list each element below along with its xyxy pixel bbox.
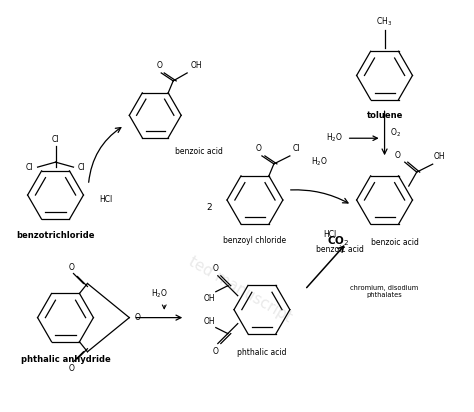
Text: benzotrichloride: benzotrichloride xyxy=(16,231,95,240)
Text: O: O xyxy=(69,364,74,373)
Text: phthalic acid: phthalic acid xyxy=(237,347,287,356)
Text: toluene: toluene xyxy=(366,111,403,120)
Text: 2: 2 xyxy=(206,204,212,213)
Text: H$_2$O: H$_2$O xyxy=(326,132,343,145)
Text: O: O xyxy=(213,346,219,356)
Text: CH$_3$: CH$_3$ xyxy=(376,15,392,28)
Text: O$_2$: O$_2$ xyxy=(390,127,401,140)
Text: Cl: Cl xyxy=(78,163,85,172)
Text: Cl: Cl xyxy=(293,144,301,153)
Text: O: O xyxy=(395,151,401,160)
Text: O: O xyxy=(156,61,162,70)
Text: O: O xyxy=(69,262,74,272)
Text: OH: OH xyxy=(434,152,445,161)
Text: ted manuscript: ted manuscript xyxy=(186,254,294,325)
Text: Cl: Cl xyxy=(26,163,33,172)
Text: HCl: HCl xyxy=(323,230,337,239)
Text: H$_2$O: H$_2$O xyxy=(151,287,168,300)
Text: benzoic acid: benzoic acid xyxy=(316,245,364,254)
Text: chromium, disodium
phthalates: chromium, disodium phthalates xyxy=(350,285,419,298)
Text: benzoic acid: benzoic acid xyxy=(371,238,419,247)
Text: Cl: Cl xyxy=(52,135,59,144)
Text: OH: OH xyxy=(203,294,215,303)
Text: CO$_2$: CO$_2$ xyxy=(327,234,349,248)
Text: O: O xyxy=(213,264,219,273)
Text: OH: OH xyxy=(203,316,215,325)
Text: O: O xyxy=(256,144,262,153)
Text: H$_2$O: H$_2$O xyxy=(311,156,328,168)
Text: phthalic anhydride: phthalic anhydride xyxy=(21,356,110,365)
Text: benzoic acid: benzoic acid xyxy=(175,147,223,156)
Text: OH: OH xyxy=(190,61,202,70)
Text: benzoyl chloride: benzoyl chloride xyxy=(223,236,286,245)
Text: O: O xyxy=(134,313,140,322)
Text: HCl: HCl xyxy=(99,195,112,204)
